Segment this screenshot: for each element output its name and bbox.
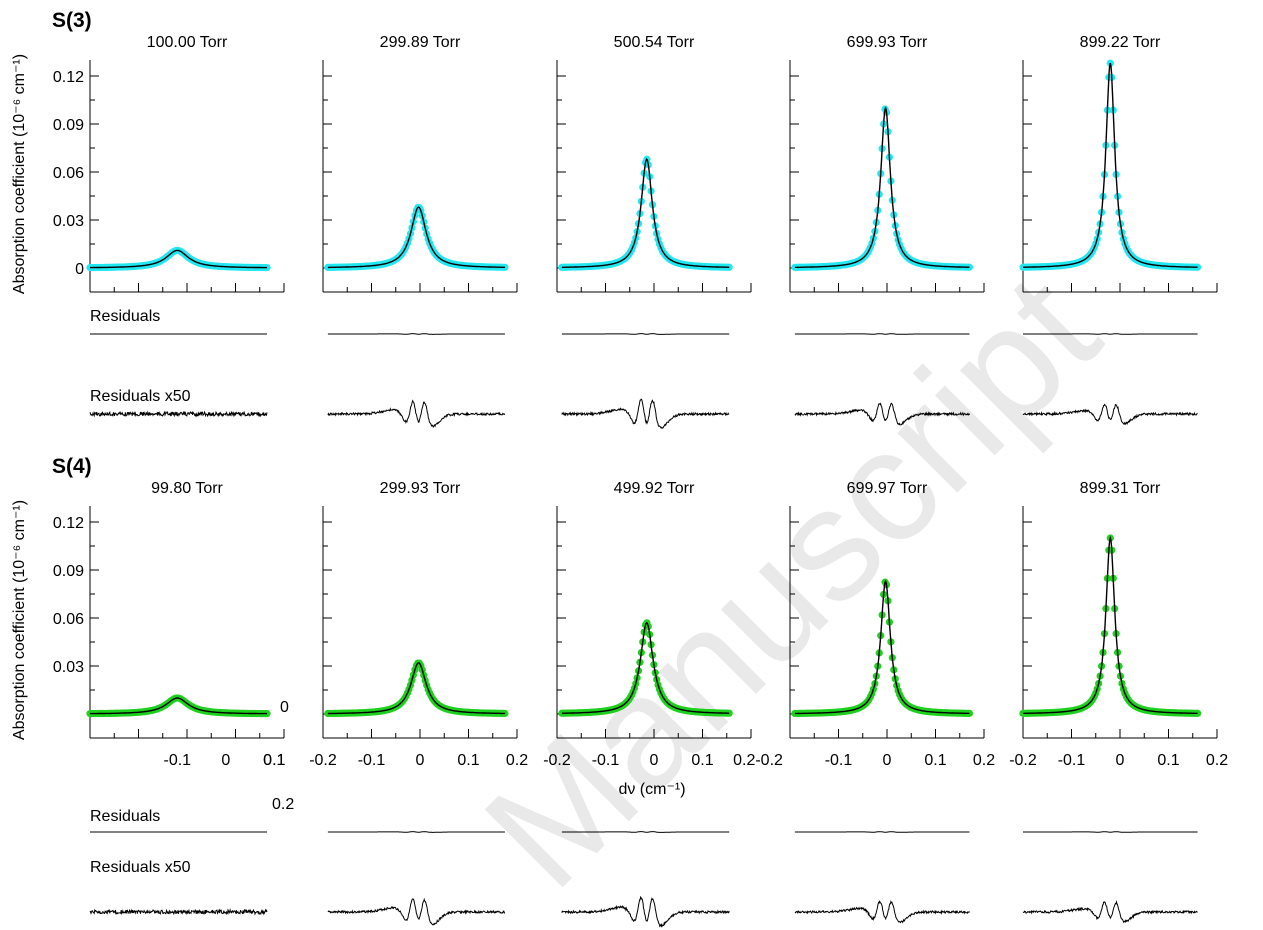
- x-tick-label: 0: [416, 752, 425, 769]
- residuals-x50-trace: [89, 410, 268, 418]
- residuals-x50-trace: [327, 399, 506, 428]
- watermark: Manuscript: [451, 241, 1131, 921]
- x-tick-label: 0.2: [973, 752, 995, 769]
- residuals-trace: [327, 333, 505, 335]
- data-points: [791, 105, 974, 271]
- residuals-x50-trace: [561, 398, 730, 429]
- x-tick-label: 0.1: [1157, 752, 1179, 769]
- fit-curve: [794, 105, 970, 268]
- x-tick-label: 0.1: [924, 752, 946, 769]
- residuals-x50-trace: [89, 908, 268, 916]
- data-point: [263, 710, 271, 718]
- residuals-trace: [561, 333, 730, 335]
- y-tick-label: 0: [75, 261, 84, 278]
- fit-curve: [561, 158, 730, 268]
- residuals-x50-label-s3: Residuals x50: [90, 388, 191, 405]
- fit-curve: [327, 662, 505, 715]
- x-tick-label: 0.2: [506, 752, 528, 769]
- x-tick-label: 0: [1116, 752, 1125, 769]
- residuals-trace: [794, 831, 970, 833]
- panel-title: 699.93 Torr: [847, 34, 928, 51]
- fit-curve: [1023, 535, 1198, 714]
- y-tick-label: 0.12: [53, 69, 84, 86]
- residuals-label-s3: Residuals: [90, 308, 160, 325]
- panel-title: 99.80 Torr: [151, 480, 223, 497]
- residuals-x50-trace: [1022, 403, 1198, 426]
- data-point: [263, 264, 271, 272]
- fit-curve: [327, 206, 505, 269]
- panel-title: 899.22 Torr: [1080, 34, 1161, 51]
- y-tick-label: 0.06: [53, 165, 84, 182]
- y-tick-label: 0.03: [53, 213, 84, 230]
- data-points: [324, 659, 509, 718]
- residuals-x50-trace: [794, 402, 970, 426]
- x-tick-label: 0.2: [1206, 752, 1228, 769]
- residuals-trace: [561, 831, 730, 833]
- x-tick-label: 0: [221, 752, 230, 769]
- residuals-x50-trace: [1022, 900, 1198, 924]
- row-title-s3: S(3): [52, 9, 92, 32]
- stray-zero-label: 0: [280, 699, 289, 716]
- x-tick-label: -0.1: [358, 752, 386, 769]
- residuals-trace: [327, 831, 505, 833]
- panels: 100.00 Torr 0 0.03 0.06 0.09 0.12 299.89 Torr 5…: [53, 34, 1228, 928]
- panel-title: 699.97 Torr: [847, 480, 928, 497]
- residuals-trace: [1023, 831, 1198, 833]
- y-tick-label: 0.12: [53, 515, 84, 532]
- x-tick-label: -0.1: [164, 752, 192, 769]
- residuals-x50-trace: [794, 900, 970, 924]
- data-points: [558, 155, 733, 271]
- fit-curve: [794, 579, 970, 715]
- residuals-trace: [794, 333, 970, 335]
- row-title-s4: S(4): [52, 455, 92, 478]
- x-tick-label: -0.1: [825, 752, 853, 769]
- x-tick-label: -0.1: [1058, 752, 1086, 769]
- y-axis-label-s3: Absorption coefficient (10⁻⁶ cm⁻¹): [11, 54, 28, 294]
- x-tick-label: 0.1: [457, 752, 479, 769]
- x-tick-label: 0.1: [263, 752, 285, 769]
- fit-curve: [90, 697, 267, 715]
- panel-title: 299.89 Torr: [380, 34, 461, 51]
- y-tick-label: 0.06: [53, 611, 84, 628]
- x-tick-label: 0: [650, 752, 659, 769]
- y-axis-label-s4: Absorption coefficient (10⁻⁶ cm⁻¹): [11, 500, 28, 740]
- x-tick-label: 0.1: [691, 752, 713, 769]
- fit-curve: [90, 249, 267, 269]
- x-tick-label: -0.2: [543, 752, 571, 769]
- x-axis-label: dν (cm⁻¹): [618, 781, 685, 798]
- y-tick-label: 0.09: [53, 563, 84, 580]
- x-tick-label: 0.1: [263, 752, 285, 769]
- x-tick-label: 0.2-0.2: [733, 752, 783, 769]
- stray-point-two-label: 0.2: [272, 796, 294, 813]
- residuals-label-s4: Residuals: [90, 808, 160, 825]
- panel-title: 899.31 Torr: [1080, 480, 1161, 497]
- y-tick-label: 0.03: [53, 659, 84, 676]
- x-tick-label: -0.2: [1009, 752, 1037, 769]
- residuals-x50-label-s4: Residuals x50: [90, 859, 191, 876]
- data-points: [1019, 59, 1202, 271]
- data-points: [324, 203, 509, 271]
- x-tick-label: -0.1: [592, 752, 620, 769]
- x-tick-label: -0.2: [309, 752, 337, 769]
- fit-curve: [561, 621, 730, 714]
- panel-title: 500.54 Torr: [614, 34, 695, 51]
- y-tick-label: 0.09: [53, 117, 84, 134]
- residuals-trace: [1023, 333, 1198, 335]
- x-tick-label: 0: [883, 752, 892, 769]
- panel-title: 100.00 Torr: [147, 34, 228, 51]
- residuals-x50-trace: [327, 897, 506, 926]
- fit-curve: [1023, 63, 1198, 268]
- data-points: [1019, 534, 1202, 717]
- panel-title: 299.93 Torr: [380, 480, 461, 497]
- panel-title: 499.92 Torr: [614, 480, 695, 497]
- residuals-x50-trace: [561, 895, 730, 928]
